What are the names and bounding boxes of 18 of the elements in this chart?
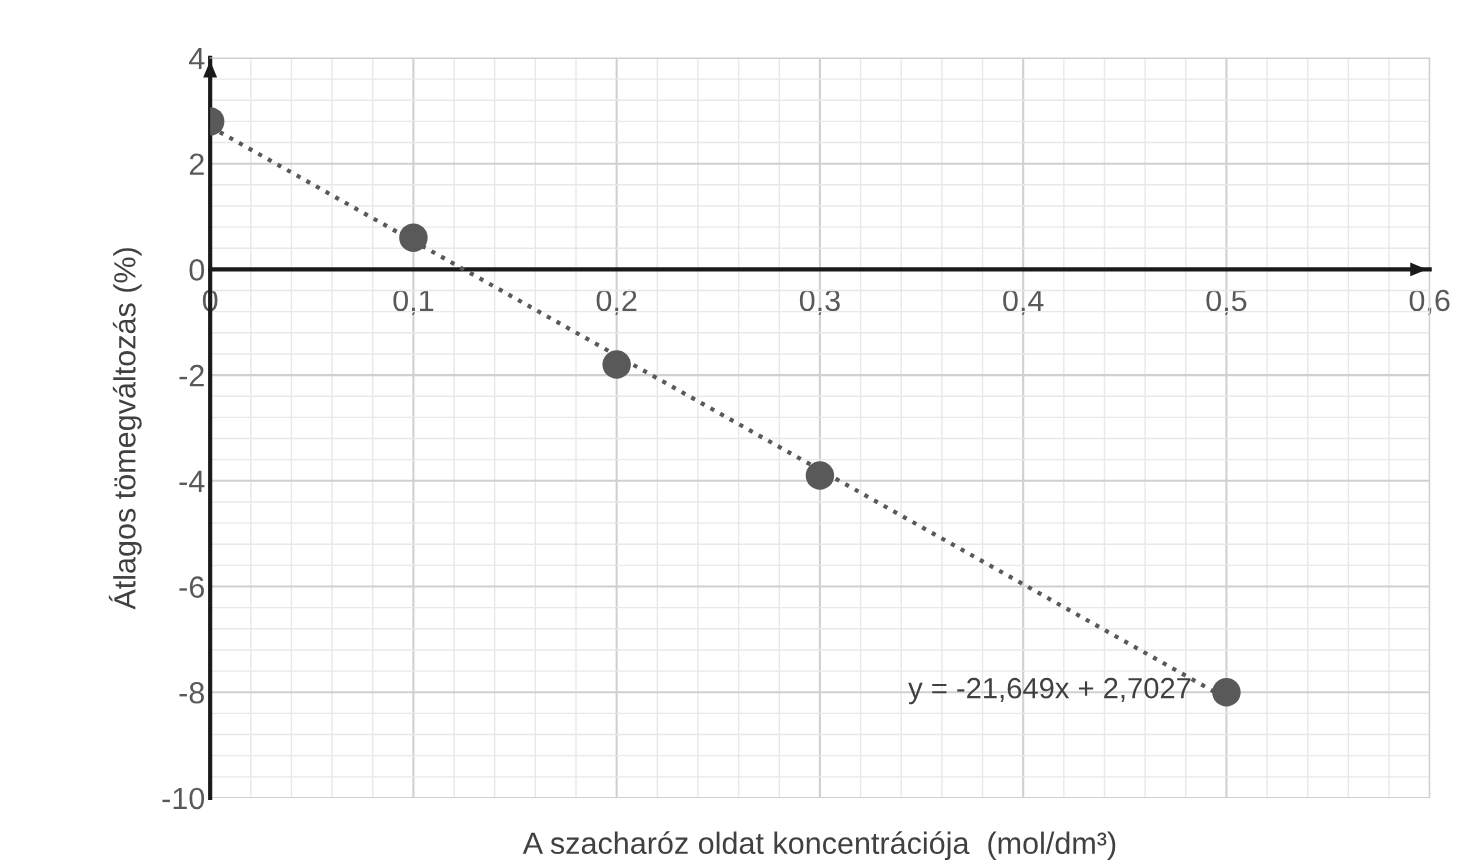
y-tick-label: -6	[179, 576, 204, 598]
y-tick-label: -8	[179, 681, 204, 704]
point	[1212, 678, 1241, 707]
y-tick-label: -4	[179, 470, 205, 492]
point	[399, 223, 428, 252]
y-tick-label: -2	[179, 364, 204, 387]
point	[805, 461, 835, 490]
y-tick-label: 0	[189, 259, 205, 281]
y-tick-label: -10	[162, 787, 205, 810]
point	[602, 350, 631, 379]
x-axis-title: A szacharóz oldat koncentrációja (mol/dm³)	[522, 831, 1116, 861]
annotation: y = -21,649x + 2,7027	[908, 677, 1191, 705]
x-tick-label: 0,4	[1003, 289, 1044, 315]
x-tick-label: 0,6	[1409, 289, 1450, 315]
y-tick-label: 2	[189, 153, 204, 175]
x-tick-label: 0,1	[393, 289, 434, 315]
y-tick-label: 4	[189, 48, 205, 70]
y-axis-title: Átlagos tömegváltozás (%)	[108, 248, 142, 610]
